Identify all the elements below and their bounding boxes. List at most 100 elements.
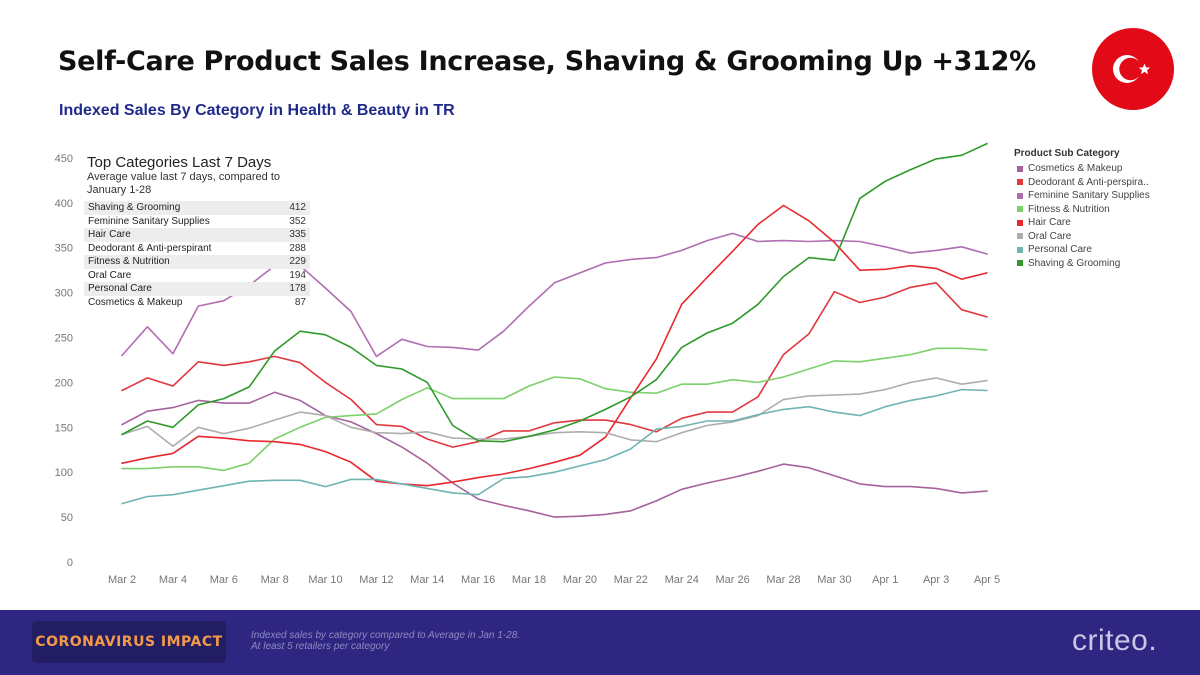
legend-swatch (1017, 206, 1023, 213)
y-tick-label: 150 (55, 422, 73, 434)
x-tick-label: Mar 6 (210, 574, 238, 586)
x-tick-label: Mar 2 (108, 574, 136, 586)
series-line-shaving-grooming (121, 142, 988, 443)
y-tick-label: 250 (55, 333, 73, 345)
inset-row-value: 229 (289, 256, 306, 267)
series-line-fitness-nutrition (121, 347, 988, 472)
x-tick-label: Apr 5 (974, 574, 1000, 586)
legend-item: Hair Care (1014, 216, 1150, 230)
inset-title: Top Categories Last 7 Days (87, 154, 272, 171)
inset-row-value: 412 (289, 202, 306, 213)
x-tick-label: Mar 22 (614, 574, 648, 586)
x-tick-label: Mar 20 (563, 574, 597, 586)
coronavirus-impact-badge: CORONAVIRUS IMPACT (32, 621, 226, 663)
inset-row: Shaving & Grooming 412 (84, 201, 310, 215)
legend-swatch (1017, 260, 1023, 267)
legend-item: Cosmetics & Makeup (1014, 162, 1150, 176)
legend-label: Feminine Sanitary Supplies (1028, 190, 1150, 202)
legend-item: Deodorant & Anti-perspira.. (1014, 176, 1150, 190)
flag-star (1138, 63, 1151, 75)
chart-subtitle: Indexed Sales By Category in Health & Be… (59, 102, 455, 119)
x-tick-label: Mar 24 (665, 574, 699, 586)
footer-note: Indexed sales by category compared to Av… (251, 630, 520, 652)
x-tick-label: Apr 3 (923, 574, 949, 586)
legend-label: Oral Care (1028, 230, 1072, 242)
legend-label: Cosmetics & Makeup (1028, 163, 1123, 175)
legend-title: Product Sub Category (1014, 148, 1120, 159)
x-tick-label: Mar 8 (261, 574, 289, 586)
legend-swatch (1017, 246, 1023, 253)
inset-row-value: 87 (294, 296, 306, 308)
legend-swatch (1017, 179, 1023, 186)
legend-item: Shaving & Grooming (1014, 257, 1150, 271)
inset-row-value: 194 (289, 269, 306, 281)
x-tick-label: Mar 12 (359, 574, 393, 586)
inset-row: Personal Care 178 (84, 282, 310, 296)
legend-swatch (1017, 192, 1023, 199)
legend-item: Personal Care (1014, 243, 1150, 257)
x-tick-label: Mar 14 (410, 574, 444, 586)
y-tick-label: 400 (55, 198, 73, 210)
inset-row-label: Shaving & Grooming (88, 202, 181, 213)
inset-row-label: Hair Care (88, 229, 131, 240)
inset-row: Feminine Sanitary Supplies 352 (84, 215, 310, 229)
inset-subtitle: Average value last 7 days, compared to J… (87, 171, 281, 196)
turkey-flag-icon (1092, 28, 1174, 110)
legend-swatch (1017, 165, 1023, 172)
legend-swatch (1017, 233, 1023, 240)
footer-note-line-1: Indexed sales by category compared to Av… (251, 630, 521, 641)
inset-row: Fitness & Nutrition 229 (84, 255, 310, 269)
y-tick-label: 350 (55, 243, 73, 255)
x-tick-label: Mar 4 (159, 574, 187, 586)
inset-row-label: Cosmetics & Makeup (88, 296, 183, 308)
inset-row: Deodorant & Anti-perspirant 288 (84, 242, 310, 256)
series-line-oral-care (121, 377, 988, 448)
inset-row: Oral Care 194 (84, 269, 310, 283)
x-tick-label: Mar 18 (512, 574, 546, 586)
y-tick-label: 450 (55, 153, 73, 165)
inset-row-value: 335 (289, 229, 306, 240)
inset-row-label: Personal Care (88, 283, 152, 294)
series-line-deodorant-anti-perspirant (121, 282, 988, 448)
series-line-cosmetics-makeup (121, 391, 988, 518)
y-tick-label: 50 (61, 512, 73, 524)
series-line-personal-care (121, 388, 988, 505)
x-tick-label: Mar 26 (715, 574, 749, 586)
x-tick-label: Mar 28 (766, 574, 800, 586)
legend: Product Sub Category Cosmetics & Makeup D… (1014, 148, 1150, 270)
y-tick-label: 200 (55, 377, 73, 389)
legend-item: Oral Care (1014, 230, 1150, 244)
inset-row-value: 178 (289, 283, 306, 294)
top-categories-panel: Top Categories Last 7 Days Average value… (84, 154, 310, 309)
line-chart: 0 50 100 150 200 250 300 350 400 450 Mar 2 Mar 4 Mar… (55, 142, 1000, 586)
criteo-logo: criteo. (1072, 624, 1158, 657)
legend-swatch (1017, 219, 1023, 226)
inset-row-value: 288 (289, 242, 306, 254)
page-title: Self-Care Product Sales Increase, Shavin… (58, 46, 1036, 77)
inset-row-label: Fitness & Nutrition (88, 256, 170, 267)
footer-bar: CORONAVIRUS IMPACT Indexed sales by cate… (0, 610, 1200, 675)
inset-table: Shaving & Grooming 412 Feminine Sanitary S… (84, 201, 310, 309)
x-tick-label: Apr 1 (872, 574, 898, 586)
inset-row: Cosmetics & Makeup 87 (84, 296, 310, 310)
legend-label: Fitness & Nutrition (1028, 203, 1110, 215)
inset-row-value: 352 (289, 215, 306, 227)
y-tick-label: 300 (55, 288, 73, 300)
x-tick-label: Mar 30 (817, 574, 851, 586)
legend-label: Shaving & Grooming (1028, 257, 1121, 269)
legend-item: Feminine Sanitary Supplies (1014, 189, 1150, 203)
x-tick-label: Mar 10 (308, 574, 342, 586)
y-tick-label: 0 (67, 557, 73, 569)
legend-item: Fitness & Nutrition (1014, 203, 1150, 217)
footer-note-line-2: At least 5 retailers per category (251, 641, 390, 652)
series-line-hair-care (121, 204, 988, 487)
x-tick-label: Mar 16 (461, 574, 495, 586)
inset-row-label: Deodorant & Anti-perspirant (88, 242, 212, 254)
legend-label: Hair Care (1028, 217, 1071, 229)
inset-row-label: Feminine Sanitary Supplies (88, 215, 210, 227)
flag-crescent-inner (1119, 57, 1142, 81)
inset-row: Hair Care 335 (84, 228, 310, 242)
inset-row-label: Oral Care (88, 269, 132, 281)
legend-label: Personal Care (1028, 244, 1092, 256)
y-tick-label: 100 (55, 467, 73, 479)
